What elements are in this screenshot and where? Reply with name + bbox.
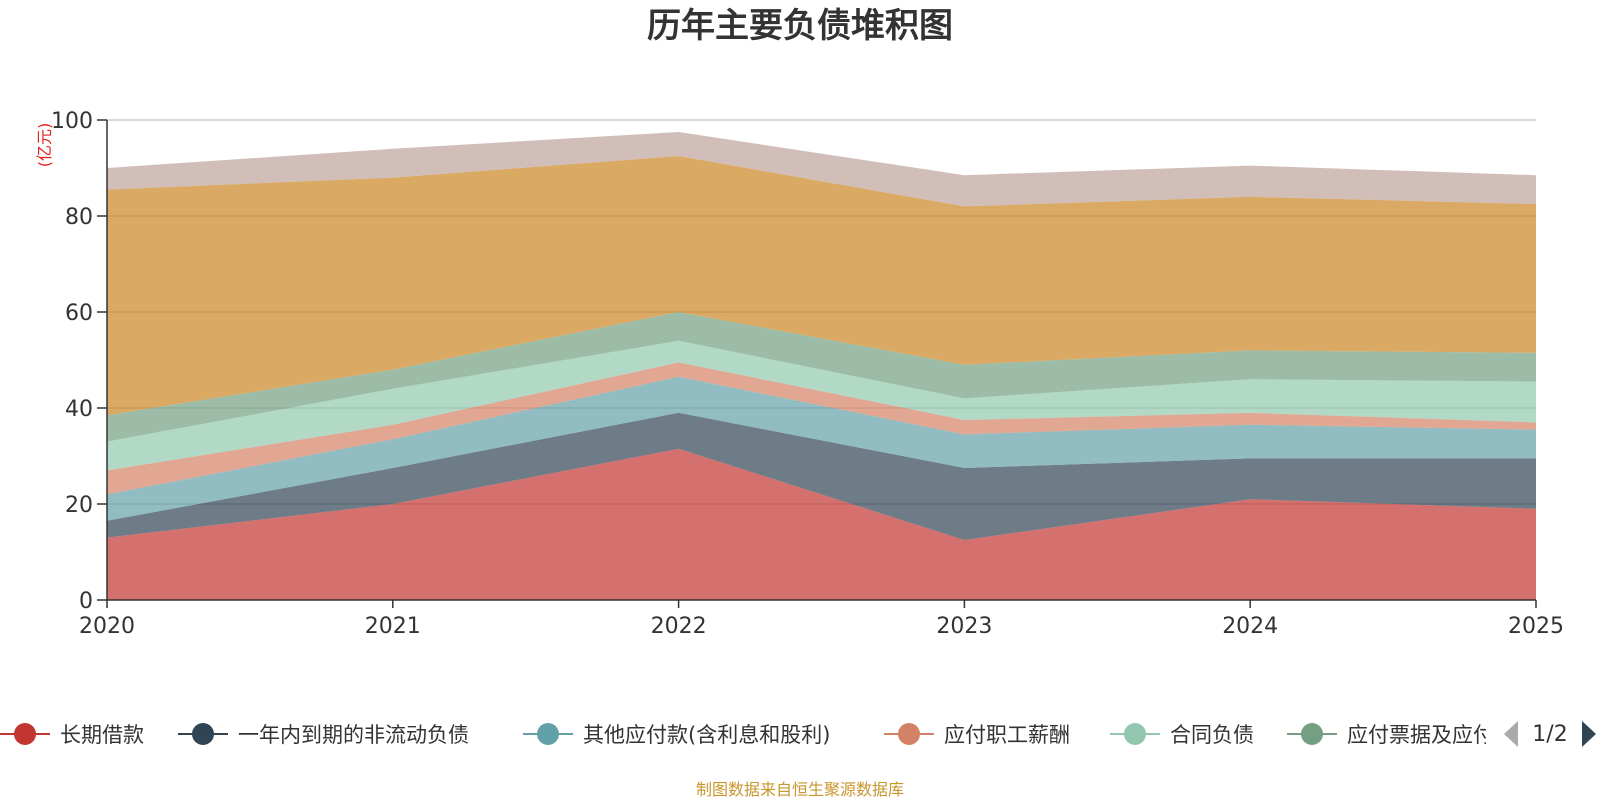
legend-item-2[interactable]: 其他应付款(含利息和股利) bbox=[523, 723, 830, 747]
area-series-2[interactable] bbox=[107, 376, 1536, 521]
legend-marker-icon-0 bbox=[14, 723, 36, 745]
y-tick-label-5: 100 bbox=[51, 109, 93, 134]
data-source-note: 制图数据来自恒生聚源数据库 bbox=[696, 780, 904, 799]
area-series-1[interactable] bbox=[107, 412, 1536, 540]
x-tick-label-4: 2024 bbox=[1222, 614, 1278, 639]
y-tick-label-2: 40 bbox=[65, 397, 93, 422]
legend-pager[interactable]: 1/2 bbox=[1504, 721, 1596, 747]
y-tick-label-1: 20 bbox=[65, 493, 93, 518]
axes: 0 20 40 60 80 100 2020 2021 2022 2023 2024 2025 bbox=[51, 109, 1564, 639]
y-tick-label-3: 60 bbox=[65, 301, 93, 326]
legend-item-3[interactable]: 应付职工薪酬 bbox=[884, 723, 1070, 747]
area-series-4[interactable] bbox=[107, 340, 1536, 471]
legend-prev-page-icon[interactable] bbox=[1504, 721, 1518, 747]
legend-marker-icon-1 bbox=[192, 723, 214, 745]
x-tick-label-3: 2023 bbox=[936, 614, 992, 639]
y-tick-label-0: 0 bbox=[79, 589, 93, 614]
legend-marker-icon-4 bbox=[1124, 723, 1146, 745]
legend-label-1: 一年内到期的非流动负债 bbox=[238, 723, 469, 747]
area-series-6[interactable] bbox=[107, 156, 1536, 416]
x-tick-label-5: 2025 bbox=[1508, 614, 1564, 639]
y-axis-unit-label: (亿元) bbox=[35, 123, 54, 168]
area-series-7[interactable] bbox=[107, 132, 1536, 207]
legend-marker-icon-2 bbox=[537, 723, 559, 745]
legend[interactable]: 长期借款 一年内到期的非流动负债 其他应付款(含利息和股利) 应付职工薪酬 合同负债 应付… bbox=[0, 723, 1536, 747]
x-tick-label-1: 2021 bbox=[365, 614, 421, 639]
legend-page-indicator: 1/2 bbox=[1532, 722, 1567, 747]
area-series-5[interactable] bbox=[107, 312, 1536, 442]
legend-item-4[interactable]: 合同负债 bbox=[1110, 723, 1254, 747]
legend-marker-icon-3 bbox=[898, 723, 920, 745]
area-series-3[interactable] bbox=[107, 362, 1536, 495]
legend-item-5[interactable]: 应付票据及应付账款 bbox=[1287, 723, 1536, 747]
legend-label-3: 应付职工薪酬 bbox=[944, 723, 1070, 747]
legend-items[interactable]: 长期借款 一年内到期的非流动负债 其他应付款(含利息和股利) 应付职工薪酬 合同负债 应付… bbox=[0, 723, 1536, 747]
y-tick-label-4: 80 bbox=[65, 205, 93, 230]
legend-label-2: 其他应付款(含利息和股利) bbox=[583, 723, 830, 747]
x-tick-label-2: 2022 bbox=[651, 614, 707, 639]
legend-marker-icon-5 bbox=[1301, 723, 1323, 745]
legend-next-page-icon[interactable] bbox=[1582, 721, 1596, 747]
area-series-0[interactable] bbox=[107, 448, 1536, 600]
legend-item-0[interactable]: 长期借款 bbox=[0, 723, 144, 747]
legend-label-0: 长期借款 bbox=[60, 723, 144, 747]
legend-label-5: 应付票据及应付账款 bbox=[1347, 723, 1536, 747]
area-series-group[interactable] bbox=[107, 132, 1536, 600]
x-tick-label-0: 2020 bbox=[79, 614, 135, 639]
legend-item-1[interactable]: 一年内到期的非流动负债 bbox=[178, 723, 469, 747]
legend-label-4: 合同负债 bbox=[1170, 723, 1254, 747]
chart-title: 历年主要负债堆积图 bbox=[647, 6, 953, 46]
